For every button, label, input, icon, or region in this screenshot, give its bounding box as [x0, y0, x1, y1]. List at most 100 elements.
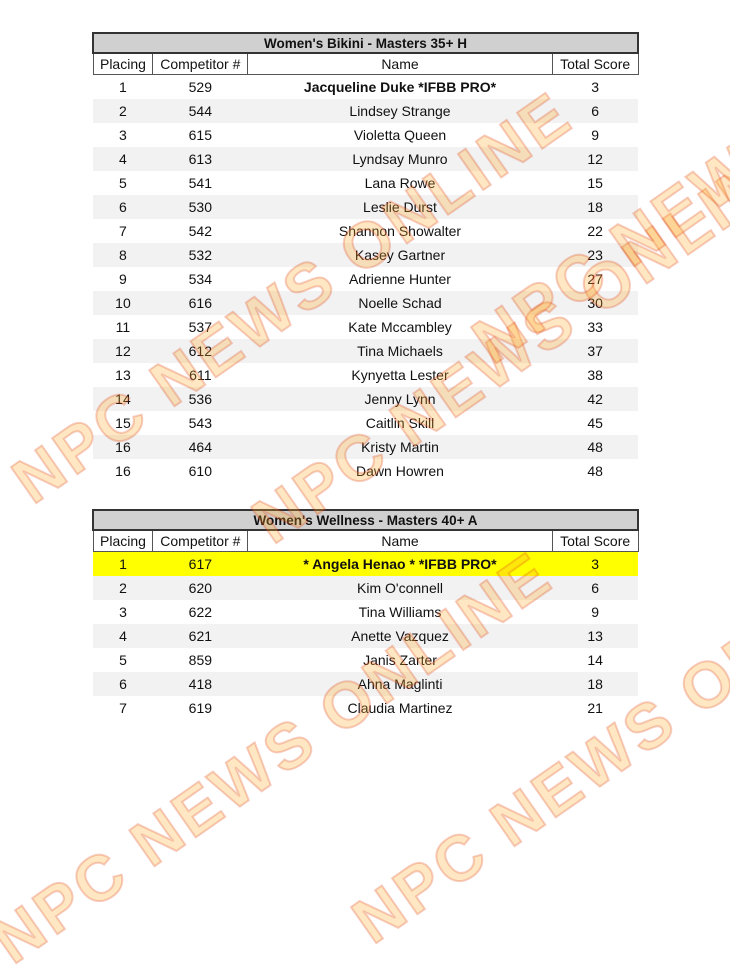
name-cell: Jenny Lynn — [247, 387, 553, 411]
score-cell: 48 — [587, 463, 603, 479]
placing-cell: 3 — [119, 127, 127, 143]
name-cell: Lindsey Strange — [247, 99, 553, 123]
table-row: 10 616 Noelle Schad 30 — [93, 291, 638, 315]
competitor-cell: 621 — [152, 624, 248, 648]
score-cell: 12 — [552, 147, 638, 171]
competitor-cell: 611 — [189, 367, 212, 383]
name-cell: Lyndsay Munro — [247, 147, 553, 171]
competitor-cell: 619 — [188, 700, 213, 716]
name-cell: Jacqueline Duke *IFBB PRO* — [303, 79, 497, 95]
name-cell: Claudia Martinez — [347, 700, 453, 716]
score-cell: 45 — [587, 415, 603, 431]
column-header-placing: Placing — [92, 529, 154, 552]
name-cell: Tina Williams — [358, 604, 442, 620]
competitor-cell: 620 — [152, 576, 248, 600]
competitor-cell: 537 — [188, 319, 212, 335]
placing-cell: 7 — [119, 223, 127, 239]
table-row: 7 619 Claudia Martinez 21 — [93, 696, 638, 720]
column-header-score: Total Score — [551, 529, 639, 552]
name-cell: Anette Vazquez — [247, 624, 553, 648]
placing-cell: 7 — [119, 700, 127, 716]
competitor-cell: 612 — [152, 339, 248, 363]
table-row: 4 621 Anette Vazquez 13 — [93, 624, 638, 648]
score-cell: 23 — [552, 243, 638, 267]
table-row: 5 859 Janis Zarter 14 — [93, 648, 638, 672]
name-cell: Noelle Schad — [247, 291, 553, 315]
placing-cell: 11 — [115, 319, 131, 335]
table-row: 6 418 Ahna Maglinti 18 — [93, 672, 638, 696]
score-cell: 14 — [587, 652, 603, 668]
name-cell: Leslie Durst — [247, 195, 553, 219]
competitor-cell: 543 — [188, 415, 212, 431]
placing-cell: 14 — [93, 387, 153, 411]
table-row: 1 617 * Angela Henao * *IFBB PRO* 3 — [93, 551, 638, 576]
table-row: 3 615 Violetta Queen 9 — [93, 123, 638, 147]
name-cell: Kasey Gartner — [247, 243, 553, 267]
score-cell: 48 — [552, 435, 638, 459]
placing-cell: 6 — [93, 672, 153, 696]
table-row: 14 536 Jenny Lynn 42 — [93, 387, 638, 411]
competitor-cell: 541 — [188, 175, 212, 191]
placing-cell: 2 — [93, 576, 153, 600]
results-table-wellness: Women's Wellness - Masters 40+ A Placing C… — [92, 509, 639, 720]
name-cell: Caitlin Skill — [365, 415, 435, 431]
table-row: 7 542 Shannon Showalter 22 — [93, 219, 638, 243]
competitor-cell: 536 — [152, 387, 248, 411]
name-cell: Kim O'connell — [247, 576, 553, 600]
placing-cell: 16 — [93, 435, 153, 459]
score-cell: 33 — [587, 319, 603, 335]
competitor-cell: 418 — [152, 672, 248, 696]
placing-cell: 8 — [93, 243, 153, 267]
name-cell: Shannon Showalter — [338, 223, 462, 239]
score-cell: 6 — [552, 576, 638, 600]
competitor-cell: 532 — [152, 243, 248, 267]
score-cell: 18 — [552, 672, 638, 696]
score-cell: 37 — [552, 339, 638, 363]
results-table-bikini: Women's Bikini - Masters 35+ H Placing Com… — [92, 32, 639, 483]
table-title: Women's Bikini - Masters 35+ H — [92, 32, 639, 54]
table-row: 5 541 Lana Rowe 15 — [93, 171, 638, 195]
score-cell: 27 — [587, 271, 603, 287]
placing-cell: 1 — [93, 551, 153, 576]
table-row: 15 543 Caitlin Skill 45 — [93, 411, 638, 435]
score-cell: 9 — [591, 604, 600, 620]
table-row: 3 622 Tina Williams 9 — [93, 600, 638, 624]
placing-cell: 4 — [93, 147, 153, 171]
competitor-cell: 534 — [188, 271, 212, 287]
placing-cell: 10 — [93, 291, 153, 315]
table-title: Women's Wellness - Masters 40+ A — [92, 509, 639, 531]
score-cell: 3 — [591, 79, 600, 95]
score-cell: 30 — [552, 291, 638, 315]
competitor-cell: 613 — [152, 147, 248, 171]
table-row: 12 612 Tina Michaels 37 — [93, 339, 638, 363]
placing-cell: 9 — [119, 271, 127, 287]
name-cell: Dawn Howren — [356, 463, 444, 479]
competitor-cell: 464 — [152, 435, 248, 459]
table-row: 13 611 Kynyetta Lester 38 — [93, 363, 638, 387]
placing-cell: 16 — [115, 463, 131, 479]
placing-cell: 4 — [93, 624, 153, 648]
competitor-cell: 617 — [152, 551, 248, 576]
column-header-name: Name — [247, 529, 553, 552]
table-row: 16 610 Dawn Howren 48 — [93, 459, 638, 483]
table-row: 1 529 Jacqueline Duke *IFBB PRO* 3 — [93, 75, 638, 100]
score-cell: 42 — [552, 387, 638, 411]
column-header-score: Total Score — [551, 52, 639, 75]
name-cell: Adrienne Hunter — [349, 271, 451, 287]
score-cell: 18 — [552, 195, 638, 219]
placing-cell: 2 — [93, 99, 153, 123]
competitor-cell: 529 — [188, 79, 212, 95]
score-cell: 13 — [552, 624, 638, 648]
name-cell: Kate Mccambley — [348, 319, 452, 335]
table-row: 16 464 Kristy Martin 48 — [93, 435, 638, 459]
table-row: 11 537 Kate Mccambley 33 — [93, 315, 638, 339]
score-cell: 22 — [587, 223, 603, 239]
competitor-cell: 616 — [152, 291, 248, 315]
competitor-cell: 542 — [188, 223, 212, 239]
name-cell: Violetta Queen — [353, 127, 447, 143]
placing-cell: 1 — [119, 79, 127, 95]
placing-cell: 12 — [93, 339, 153, 363]
placing-cell: 3 — [119, 604, 127, 620]
placing-cell: 15 — [115, 415, 131, 431]
competitor-cell: 615 — [188, 127, 212, 143]
